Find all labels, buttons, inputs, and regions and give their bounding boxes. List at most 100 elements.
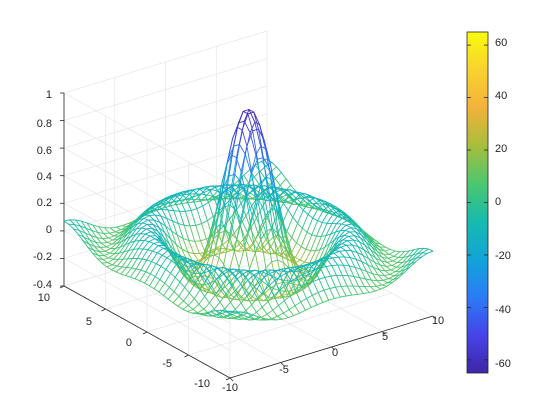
- mesh-segment: [88, 243, 96, 247]
- mesh-segment: [243, 246, 251, 252]
- mesh-segment: [98, 226, 104, 234]
- mesh-segment: [158, 227, 166, 234]
- mesh-segment: [304, 250, 312, 263]
- mesh-segment: [318, 202, 325, 209]
- mesh-segment: [194, 283, 201, 291]
- x-tick-label: -5: [279, 364, 289, 376]
- mesh-segment: [239, 194, 247, 224]
- mesh-segment: [182, 305, 189, 310]
- mesh-segment: [197, 194, 204, 207]
- mesh-segment: [144, 214, 150, 217]
- mesh-segment: [370, 236, 377, 242]
- mesh-segment: [286, 194, 293, 201]
- mesh-segment: [254, 269, 262, 272]
- mesh-segment: [209, 249, 216, 257]
- mesh-segment: [277, 200, 285, 203]
- mesh-segment: [165, 269, 171, 274]
- mesh-segment: [224, 301, 231, 310]
- mesh-segment: [108, 231, 116, 234]
- y-tick-mark: [184, 354, 189, 358]
- mesh-segment: [246, 195, 253, 207]
- mesh-segment: [360, 268, 366, 280]
- mesh-segment: [249, 269, 256, 273]
- mesh-segment: [278, 233, 284, 264]
- mesh-segment: [207, 264, 215, 270]
- colorbar-tick-label: 0: [495, 196, 501, 208]
- mesh-segment: [270, 236, 277, 248]
- mesh-segment: [235, 286, 243, 295]
- mesh-segment: [118, 251, 125, 254]
- mesh-segment: [258, 185, 264, 192]
- mesh-segment: [262, 291, 269, 303]
- mesh-segment: [141, 258, 148, 261]
- mesh-segment: [115, 271, 122, 275]
- mesh-segment: [188, 240, 196, 242]
- mesh-segment: [75, 219, 82, 222]
- mesh-segment: [266, 309, 274, 315]
- mesh-segment: [384, 249, 391, 252]
- x-tick-label: -10: [222, 382, 238, 394]
- mesh-segment: [272, 305, 279, 311]
- mesh-segment: [308, 271, 314, 282]
- mesh-segment: [417, 247, 424, 254]
- mesh-segment: [126, 258, 133, 268]
- mesh-segment: [321, 203, 329, 211]
- mesh-segment: [245, 194, 252, 225]
- mesh-segment: [321, 212, 329, 223]
- mesh-segment: [124, 242, 131, 246]
- mesh-segment: [279, 290, 286, 299]
- mesh-segment: [389, 273, 395, 277]
- mesh-segment: [154, 276, 161, 281]
- mesh-segment: [215, 272, 223, 280]
- mesh-segment: [347, 275, 355, 277]
- mesh-segment: [250, 205, 257, 225]
- mesh-segment: [131, 258, 138, 269]
- mesh-segment: [267, 192, 274, 230]
- mesh-segment: [204, 256, 210, 262]
- mesh-segment: [371, 273, 378, 282]
- mesh-segment: [103, 252, 111, 257]
- mesh-segment: [170, 238, 176, 253]
- mesh-segment: [172, 302, 179, 307]
- mesh-segment: [304, 261, 311, 264]
- mesh-segment: [335, 285, 342, 288]
- mesh-segment: [301, 287, 307, 299]
- mesh-segment: [146, 223, 153, 229]
- mesh-segment: [197, 263, 205, 274]
- mesh-segment: [136, 227, 142, 230]
- mesh-segment: [392, 256, 400, 262]
- mesh-segment: [261, 192, 269, 195]
- mesh-segment: [206, 194, 214, 197]
- mesh-segment: [297, 209, 304, 224]
- mesh-segment: [375, 240, 382, 245]
- mesh-segment: [193, 253, 199, 261]
- mesh-segment: [211, 185, 217, 191]
- floor-grid-line: [266, 223, 434, 317]
- mesh-segment: [95, 241, 101, 249]
- mesh-segment: [240, 295, 248, 304]
- mesh-segment: [254, 239, 261, 249]
- mesh-segment: [244, 237, 251, 248]
- wall-grid-line: [63, 30, 268, 94]
- mesh-segment: [391, 262, 399, 267]
- mesh-segment: [394, 250, 401, 253]
- mesh-segment: [220, 290, 227, 298]
- mesh-segment: [338, 256, 344, 266]
- mesh-segment: [148, 238, 156, 243]
- mesh-segment: [368, 237, 376, 244]
- mesh-segment: [229, 204, 237, 211]
- mesh-segment: [144, 233, 151, 237]
- mesh-segment: [346, 244, 352, 252]
- mesh-segment: [176, 234, 183, 250]
- mesh-segment: [268, 296, 275, 299]
- mesh-segment: [211, 272, 217, 280]
- mesh-segment: [316, 203, 323, 205]
- mesh-segment: [75, 219, 81, 227]
- mesh-segment: [115, 226, 122, 231]
- mesh-segment: [282, 262, 290, 269]
- mesh-segment: [298, 204, 304, 211]
- mesh-segment: [255, 194, 263, 207]
- mesh-segment: [109, 226, 117, 229]
- mesh-segment: [332, 257, 339, 266]
- mesh-segment: [243, 169, 251, 176]
